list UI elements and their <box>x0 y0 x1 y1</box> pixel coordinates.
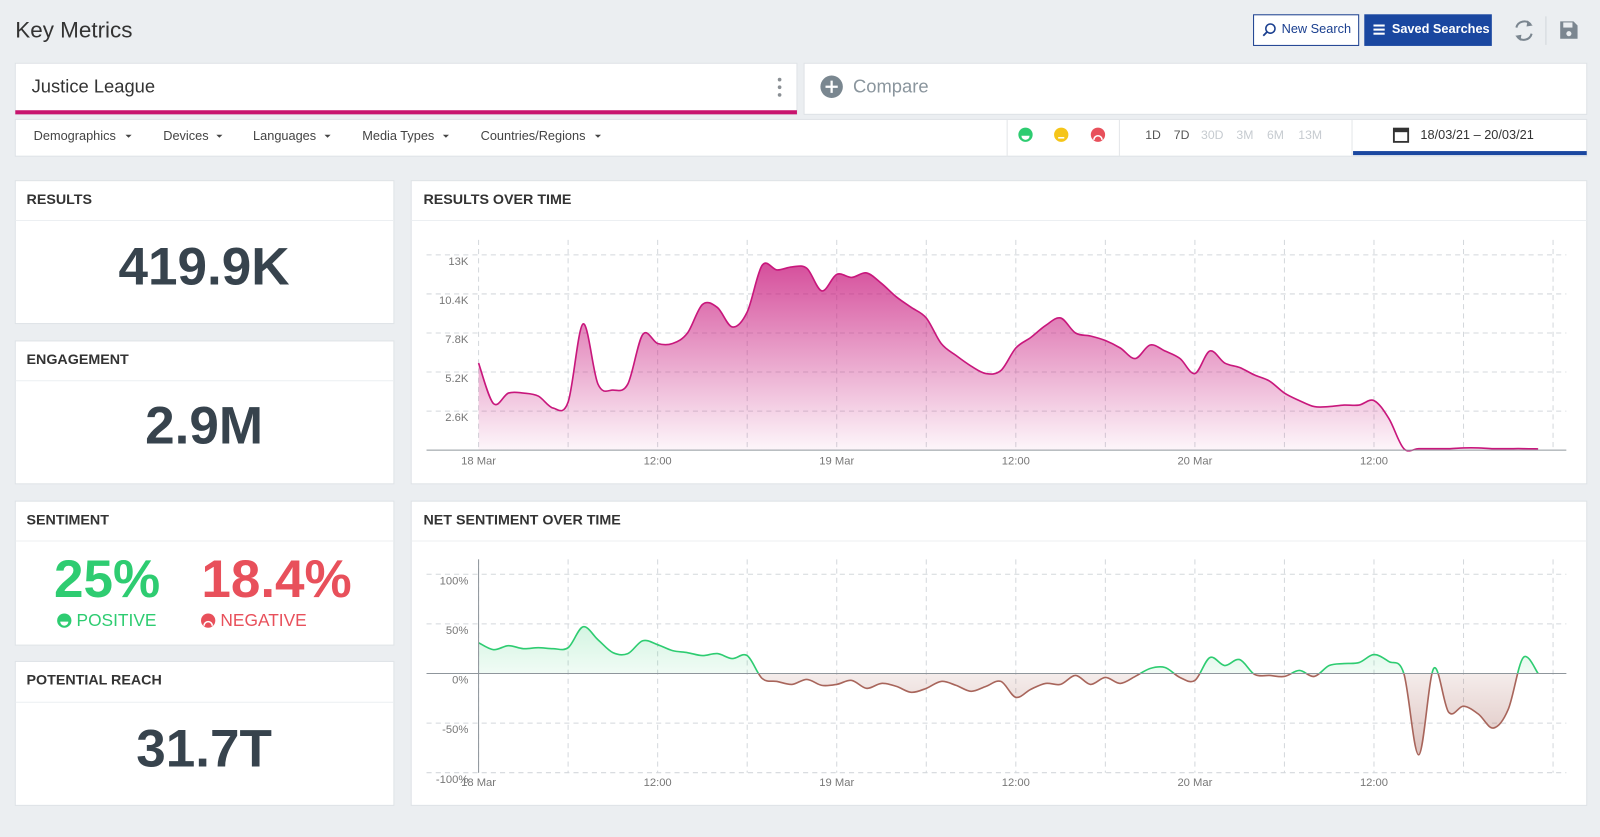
menu-dot[interactable] <box>777 93 782 97</box>
y-tick-label: 5.2K <box>445 373 469 385</box>
x-tick-label: 20 Mar <box>1177 777 1212 789</box>
new-search-button[interactable]: New Search <box>1253 14 1360 46</box>
search-icon[interactable] <box>1265 23 1276 34</box>
compare-label[interactable]: Compare <box>853 76 929 97</box>
negative-label: NEGATIVE <box>220 610 306 630</box>
card-value: 2.9M <box>145 397 263 456</box>
search-icon[interactable] <box>1262 31 1268 37</box>
y-tick-label: 10.4K <box>439 295 469 307</box>
x-tick-label: 12:00 <box>1002 777 1030 789</box>
list-icon[interactable] <box>1373 24 1385 27</box>
compare-card[interactable] <box>803 62 1588 115</box>
button-frame[interactable] <box>1253 14 1360 46</box>
card-title: POTENTIAL REACH <box>27 673 162 689</box>
x-tick-label: 18 Mar <box>461 777 496 789</box>
x-tick-label: 19 Mar <box>819 455 854 467</box>
positive-label: POSITIVE <box>77 610 157 630</box>
menu-dot[interactable] <box>777 85 782 90</box>
save-icon[interactable] <box>1566 31 1572 37</box>
filter[interactable]: Languages <box>253 128 316 143</box>
negative-value: 18.4% <box>201 550 351 609</box>
button-label[interactable]: Saved Searches <box>1392 21 1490 36</box>
x-tick-label: 12:00 <box>644 777 672 789</box>
y-tick-label: 13K <box>448 256 468 268</box>
button-label[interactable]: New Search <box>1282 21 1351 36</box>
filter[interactable]: Media Types <box>362 128 434 143</box>
date-underline <box>1353 151 1587 156</box>
smile[interactable] <box>1021 135 1030 140</box>
calendar-icon[interactable] <box>1393 128 1409 133</box>
neutral-filter[interactable] <box>1054 127 1069 142</box>
list-icon[interactable] <box>1373 32 1385 35</box>
search-underline <box>15 110 797 115</box>
engagement-card <box>14 340 395 485</box>
x-tick-label: 20 Mar <box>1177 455 1212 467</box>
page-title: Key Metrics <box>15 18 132 43</box>
list-icon[interactable] <box>1373 28 1385 31</box>
time-range: 3M <box>1236 128 1253 142</box>
date-range[interactable]: 18/03/21 – 20/03/21 <box>1420 127 1533 142</box>
caret[interactable] <box>216 134 223 138</box>
card-title: ENGAGEMENT <box>27 352 130 368</box>
smile <box>60 621 69 626</box>
filter-bar <box>14 118 1588 157</box>
card-title: RESULTS <box>27 192 93 208</box>
caret[interactable] <box>594 134 602 138</box>
caret[interactable] <box>125 134 132 138</box>
y-tick-label: -100% <box>436 774 468 786</box>
x-tick-label: 18 Mar <box>461 455 496 467</box>
saved-searches-button[interactable]: Saved Searches <box>1364 14 1492 46</box>
x-tick-label: 12:00 <box>1360 455 1388 467</box>
card-value: 419.9K <box>119 238 290 297</box>
time-range: 6M <box>1267 128 1284 142</box>
date-picker[interactable]: 18/03/21 – 20/03/21 <box>1392 127 1534 143</box>
y-tick-label: 7.8K <box>445 334 469 346</box>
time-range: 13M <box>1298 128 1322 142</box>
card-title: SENTIMENT <box>27 512 110 528</box>
time-range[interactable]: 7D <box>1174 128 1190 142</box>
chart-title: RESULTS OVER TIME <box>423 192 571 208</box>
caret[interactable] <box>442 134 449 138</box>
search-card[interactable] <box>14 62 798 115</box>
caret[interactable] <box>324 134 331 138</box>
y-tick-label: -50% <box>442 724 468 736</box>
save-icon[interactable] <box>1563 22 1573 28</box>
x-tick-label: 19 Mar <box>819 777 854 789</box>
area <box>478 263 1539 451</box>
menu-dot[interactable] <box>777 77 782 82</box>
line <box>478 626 1539 756</box>
chart-title: NET SENTIMENT OVER TIME <box>423 512 620 528</box>
positive-filter[interactable] <box>1018 127 1033 142</box>
time-range[interactable]: 1D <box>1145 128 1161 142</box>
filter[interactable]: Countries/Regions <box>481 128 586 143</box>
refresh-button[interactable] <box>1515 20 1533 41</box>
reach-card <box>14 660 395 806</box>
refresh-icon[interactable] <box>1515 20 1533 41</box>
y-tick-label: 0% <box>452 675 468 687</box>
results-card <box>14 180 395 325</box>
negative-icon <box>201 613 216 628</box>
save-button[interactable] <box>1560 21 1578 39</box>
filter[interactable]: Demographics <box>34 128 116 143</box>
positive-icon <box>57 613 72 628</box>
positive-value: 25% <box>54 550 160 609</box>
x-tick-label: 12:00 <box>644 455 672 467</box>
area <box>478 626 1539 755</box>
filter[interactable]: Devices <box>163 128 208 143</box>
y-tick-label: 50% <box>446 625 468 637</box>
x-tick-label: 12:00 <box>1360 777 1388 789</box>
card-value: 31.7T <box>136 719 272 778</box>
button-frame[interactable] <box>1364 14 1492 46</box>
frown <box>203 620 214 626</box>
search-term[interactable]: Justice League <box>32 76 155 97</box>
plus-icon[interactable] <box>825 80 838 93</box>
frown[interactable] <box>1093 135 1103 140</box>
y-tick-label: 2.6K <box>445 412 469 424</box>
y-tick-label: 100% <box>440 575 469 587</box>
line <box>477 262 1539 452</box>
negative-filter[interactable] <box>1090 127 1106 142</box>
x-tick-label: 12:00 <box>1002 455 1030 467</box>
time-range: 30D <box>1201 128 1224 142</box>
